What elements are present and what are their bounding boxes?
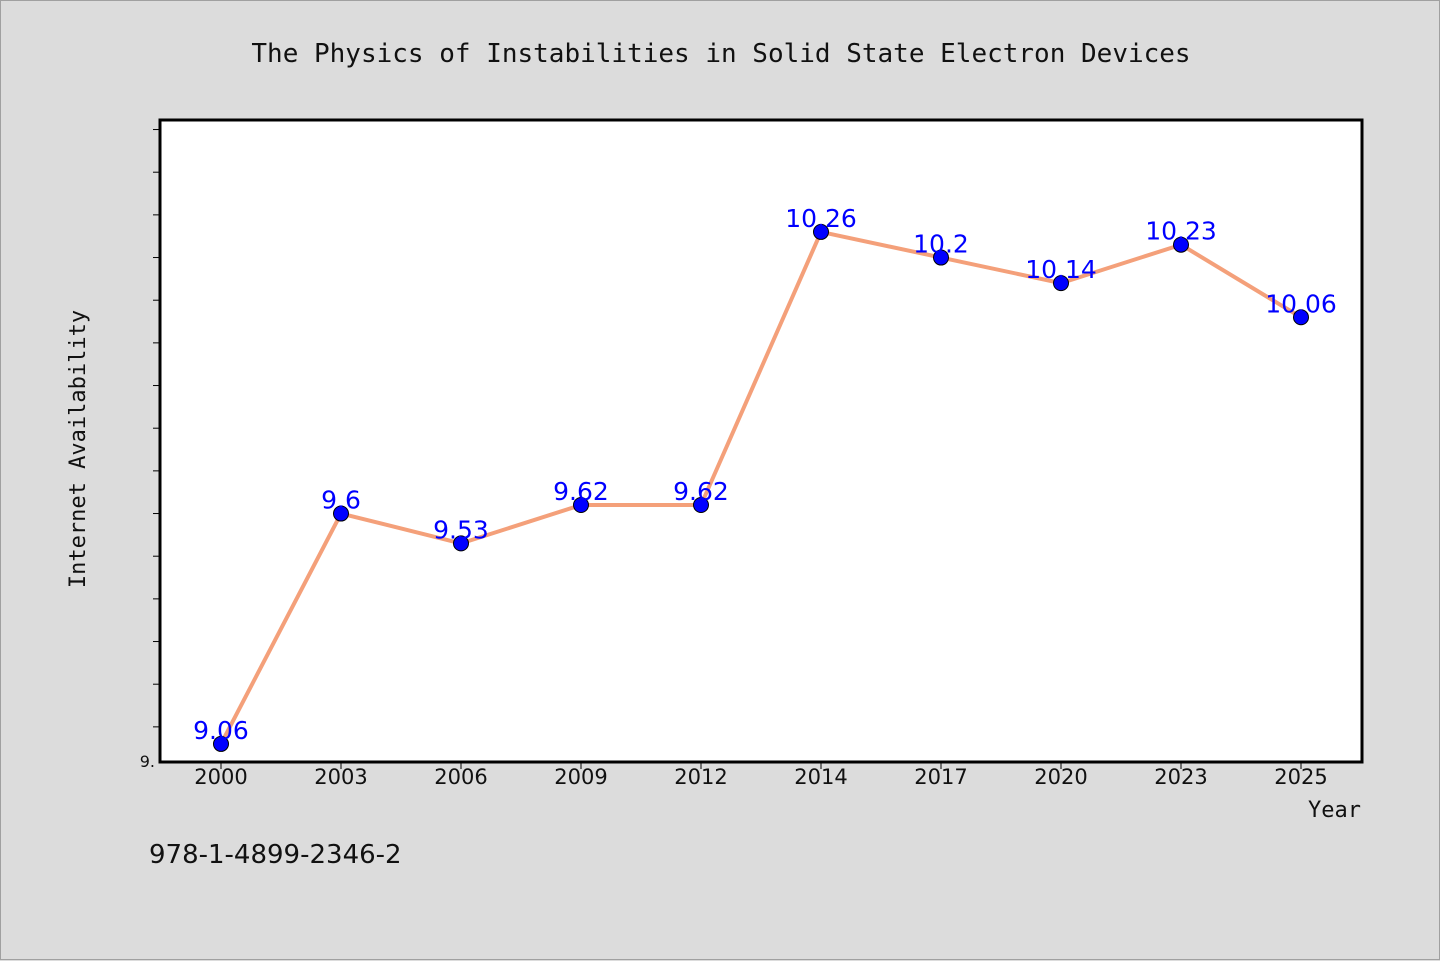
data-point <box>813 223 829 240</box>
x-tick-label: 2017 <box>914 765 967 789</box>
y-tick-label: 9. <box>140 752 155 771</box>
data-point <box>1053 275 1069 292</box>
data-point <box>1293 309 1309 326</box>
y-axis-ticks: 9. <box>140 129 161 771</box>
data-point <box>573 497 589 513</box>
x-tick-label: 2020 <box>1034 765 1087 789</box>
data-label: 9.62 <box>673 477 729 506</box>
data-label: 10.26 <box>785 204 857 233</box>
isbn-footer: 978-1-4899-2346-2 <box>149 840 402 870</box>
x-tick-label: 2009 <box>554 765 607 789</box>
data-label: 10.14 <box>1025 255 1097 284</box>
data-label: 9.6 <box>321 486 361 515</box>
data-label: 9.62 <box>553 477 609 506</box>
series-line <box>219 229 1303 745</box>
x-tick-label: 2000 <box>194 765 247 789</box>
data-label: 10.2 <box>913 230 969 259</box>
data-point <box>693 497 709 513</box>
data-point <box>213 735 229 752</box>
data-label: 9.06 <box>193 716 249 745</box>
x-tick-label: 2023 <box>1154 765 1207 789</box>
data-label: 10.06 <box>1265 289 1337 318</box>
series-layer: 9.06 9.6 9.53 9.62 9.62 10.26 10.2 10.14 10.23 10… <box>193 204 1337 752</box>
x-axis-label: Year <box>1308 798 1361 823</box>
data-point <box>333 505 349 522</box>
y-axis-label: Internet Availability <box>66 310 91 588</box>
chart-title: The Physics of Instabilities in Solid St… <box>251 39 1190 69</box>
x-tick-label: 2012 <box>674 765 727 789</box>
x-tick-label: 2006 <box>434 765 487 789</box>
data-label: 10.23 <box>1145 217 1217 246</box>
data-label: 9.53 <box>433 515 489 544</box>
data-point <box>933 249 949 266</box>
plot-area <box>158 118 1364 764</box>
x-axis-ticks: 2000 2003 2006 2009 2012 2014 2017 2020 2023 2025 <box>194 761 1328 789</box>
x-tick-label: 2003 <box>314 765 367 789</box>
data-point <box>1173 236 1189 253</box>
x-tick-label: 2014 <box>794 765 847 789</box>
x-tick-label: 2025 <box>1274 765 1327 789</box>
data-point <box>453 535 469 552</box>
